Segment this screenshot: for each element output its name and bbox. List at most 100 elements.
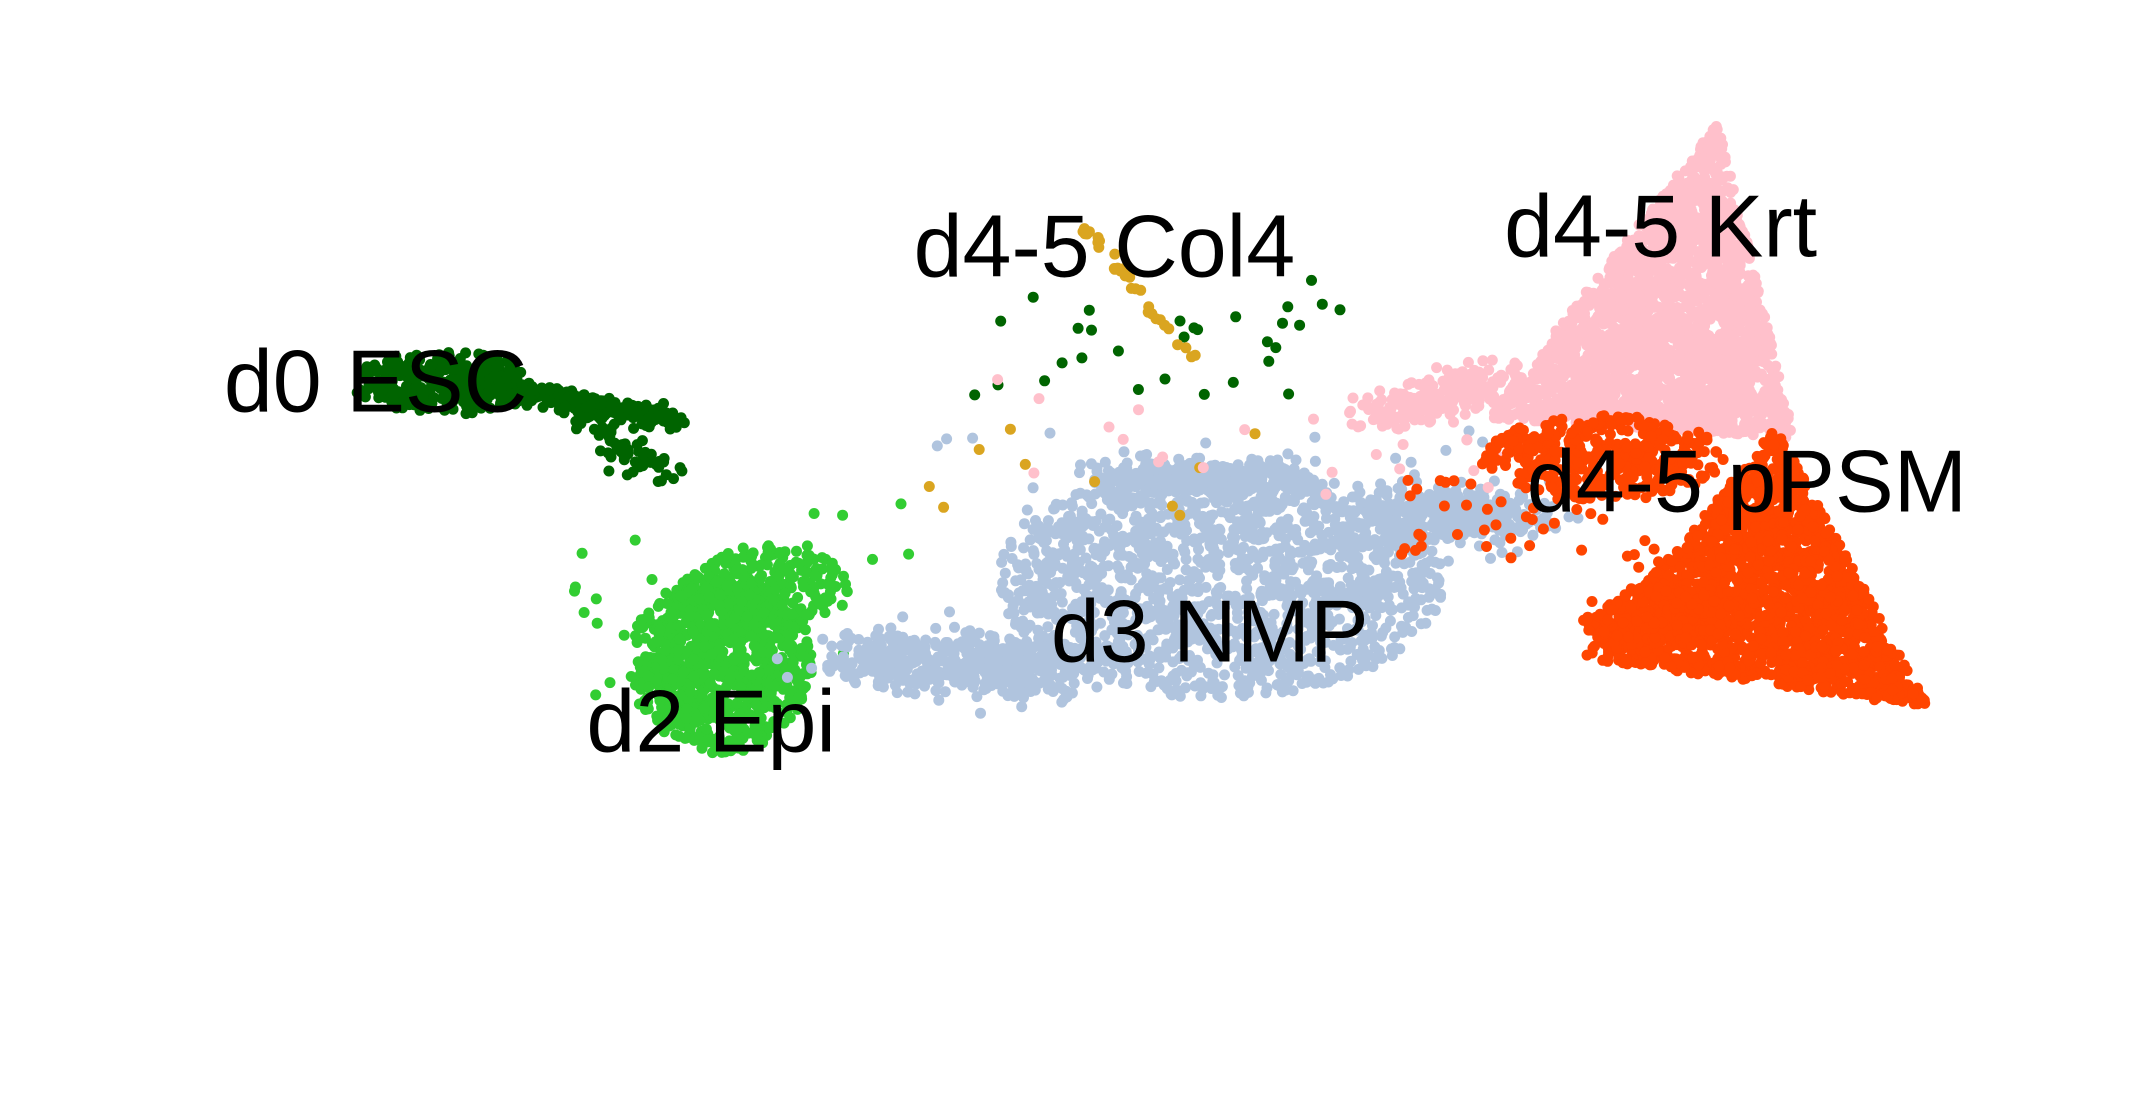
data-point [650, 636, 662, 648]
data-point [1334, 551, 1346, 563]
data-point [1144, 464, 1156, 476]
data-point [1437, 515, 1449, 527]
data-point [701, 609, 712, 621]
data-point [664, 423, 676, 435]
data-point [1367, 661, 1379, 673]
data-point [1166, 500, 1178, 512]
data-point [482, 387, 494, 399]
data-point [774, 547, 786, 558]
data-point [1378, 583, 1390, 595]
data-point [1044, 679, 1056, 690]
data-point [1283, 388, 1295, 400]
data-point [944, 606, 955, 618]
data-point [877, 681, 889, 693]
data-point [545, 397, 557, 409]
data-point [801, 549, 813, 561]
data-point [1440, 444, 1452, 456]
data-point [745, 562, 757, 574]
data-point [762, 541, 773, 553]
data-point [1191, 486, 1203, 498]
data-point [908, 641, 920, 652]
data-point [1244, 459, 1256, 471]
data-point [668, 473, 679, 485]
data-point [1186, 351, 1197, 363]
data-point [462, 401, 474, 413]
data-point [391, 366, 403, 378]
data-point [791, 545, 802, 557]
data-point [1008, 664, 1020, 676]
data-point [741, 611, 753, 622]
data-point [975, 707, 986, 719]
data-point [524, 386, 536, 398]
data-point [642, 670, 654, 682]
data-point [628, 422, 640, 434]
data-point [1394, 643, 1406, 655]
data-point [1299, 539, 1311, 551]
data-point [1527, 529, 1539, 541]
data-point [1144, 524, 1156, 536]
data-point [690, 570, 702, 581]
data-point [603, 465, 615, 477]
data-point [1365, 494, 1377, 506]
data-point [1041, 557, 1052, 569]
data-point [1062, 523, 1074, 535]
data-point [655, 475, 667, 487]
data-point [477, 358, 489, 369]
data-point [570, 415, 582, 427]
data-point [1174, 509, 1186, 521]
data-point [593, 429, 605, 441]
data-point [727, 633, 739, 645]
data-point [1332, 526, 1344, 538]
data-point [754, 572, 765, 584]
data-point [793, 691, 805, 703]
data-point [1276, 686, 1288, 698]
data-point [1209, 478, 1221, 490]
data-point [1112, 486, 1124, 498]
data-point [853, 644, 865, 656]
data-point [867, 553, 878, 565]
data-point [388, 390, 400, 402]
data-point [751, 699, 762, 711]
data-point [1004, 423, 1016, 435]
data-point [1328, 477, 1340, 489]
data-point [1309, 431, 1321, 443]
data-point [1136, 558, 1148, 570]
data-point [1370, 610, 1382, 621]
data-point [591, 617, 603, 629]
data-point [1296, 505, 1308, 516]
data-point [946, 668, 957, 680]
data-point [1139, 487, 1151, 499]
data-point [1158, 549, 1170, 561]
data-point [1384, 615, 1396, 627]
data-point [693, 593, 705, 605]
data-point [1033, 520, 1045, 532]
data-point [704, 677, 716, 689]
data-point [703, 591, 715, 603]
data-point [817, 633, 829, 645]
data-point [1421, 604, 1433, 616]
data-point [1425, 555, 1436, 567]
data-point [1009, 683, 1021, 695]
data-point [699, 640, 711, 652]
data-point [1257, 505, 1269, 517]
data-point [1288, 496, 1300, 507]
data-point [662, 711, 674, 723]
data-point [1188, 322, 1200, 334]
data-point [1358, 531, 1370, 543]
data-point [1282, 448, 1294, 460]
data-point [800, 609, 812, 620]
data-point [781, 699, 793, 711]
data-point [995, 315, 1007, 327]
data-point [670, 729, 682, 741]
data-point [873, 623, 884, 635]
data-point [1334, 304, 1346, 316]
data-point [1177, 543, 1189, 555]
data-point [611, 443, 623, 455]
data-point [833, 655, 845, 667]
data-point [1308, 518, 1320, 530]
data-point [1325, 559, 1337, 570]
data-point [1126, 552, 1138, 564]
data-point [837, 509, 849, 521]
data-point [714, 599, 726, 611]
data-point [1408, 583, 1420, 595]
